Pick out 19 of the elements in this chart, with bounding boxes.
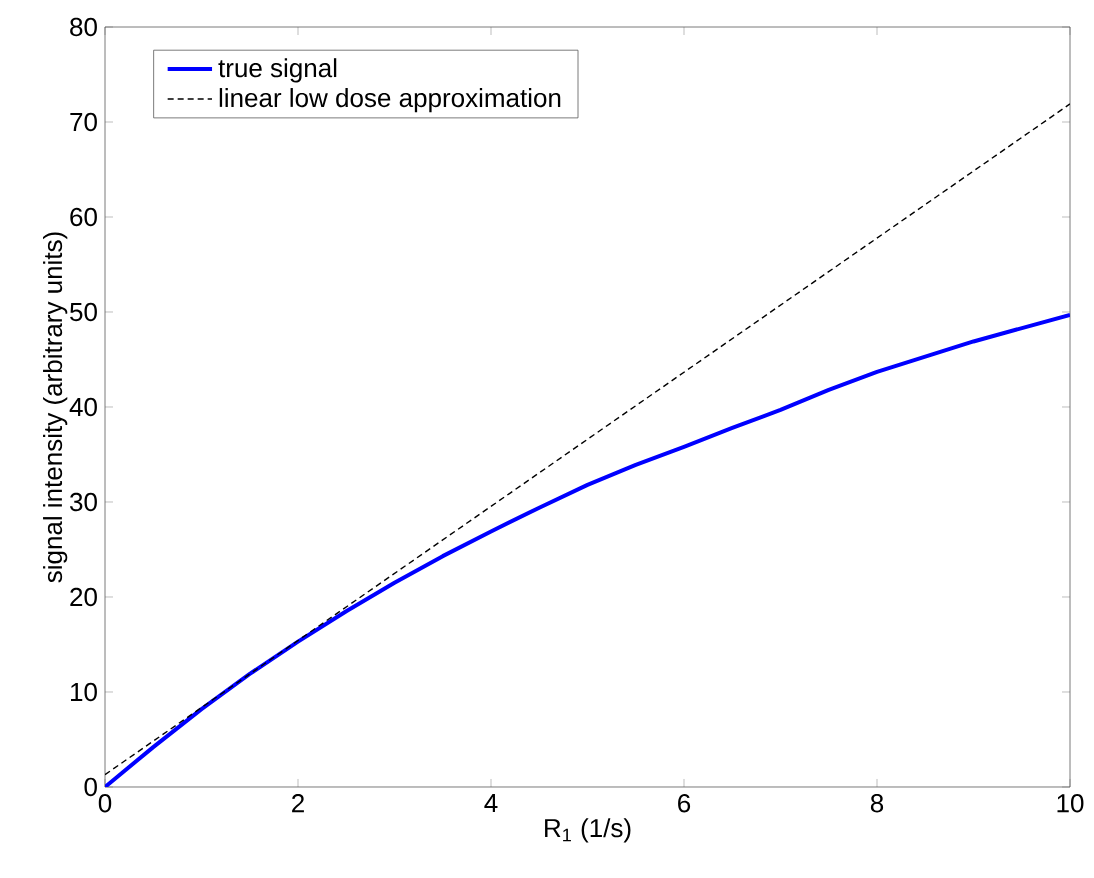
y-tick-label: 80: [70, 17, 97, 37]
legend-label: linear low dose approximation: [219, 88, 561, 113]
y-tick-label: 50: [70, 302, 97, 322]
x-axis-title: R$_{1}$ (1/s): [545, 818, 631, 843]
y-tick-label: 70: [70, 112, 97, 132]
y-tick-label: 20: [70, 587, 97, 607]
x-tick-label: 0: [98, 794, 112, 813]
x-tick-label: 4: [484, 794, 498, 812]
legend-label: true signal: [218, 58, 337, 83]
y-tick-label: 60: [70, 207, 97, 227]
y-axis-title: signal intensity (arbitrary units): [43, 232, 68, 583]
y-tick-label: 10: [70, 682, 97, 702]
x-tick-label: 10: [1057, 794, 1084, 813]
x-tick-label: 6: [678, 794, 691, 813]
y-tick-label: 30: [70, 492, 97, 512]
x-tick-label: 8: [870, 794, 884, 813]
y-tick-label: 0: [84, 777, 97, 797]
x-tick-label: 2: [292, 794, 304, 813]
y-tick-label: 40: [69, 397, 97, 417]
